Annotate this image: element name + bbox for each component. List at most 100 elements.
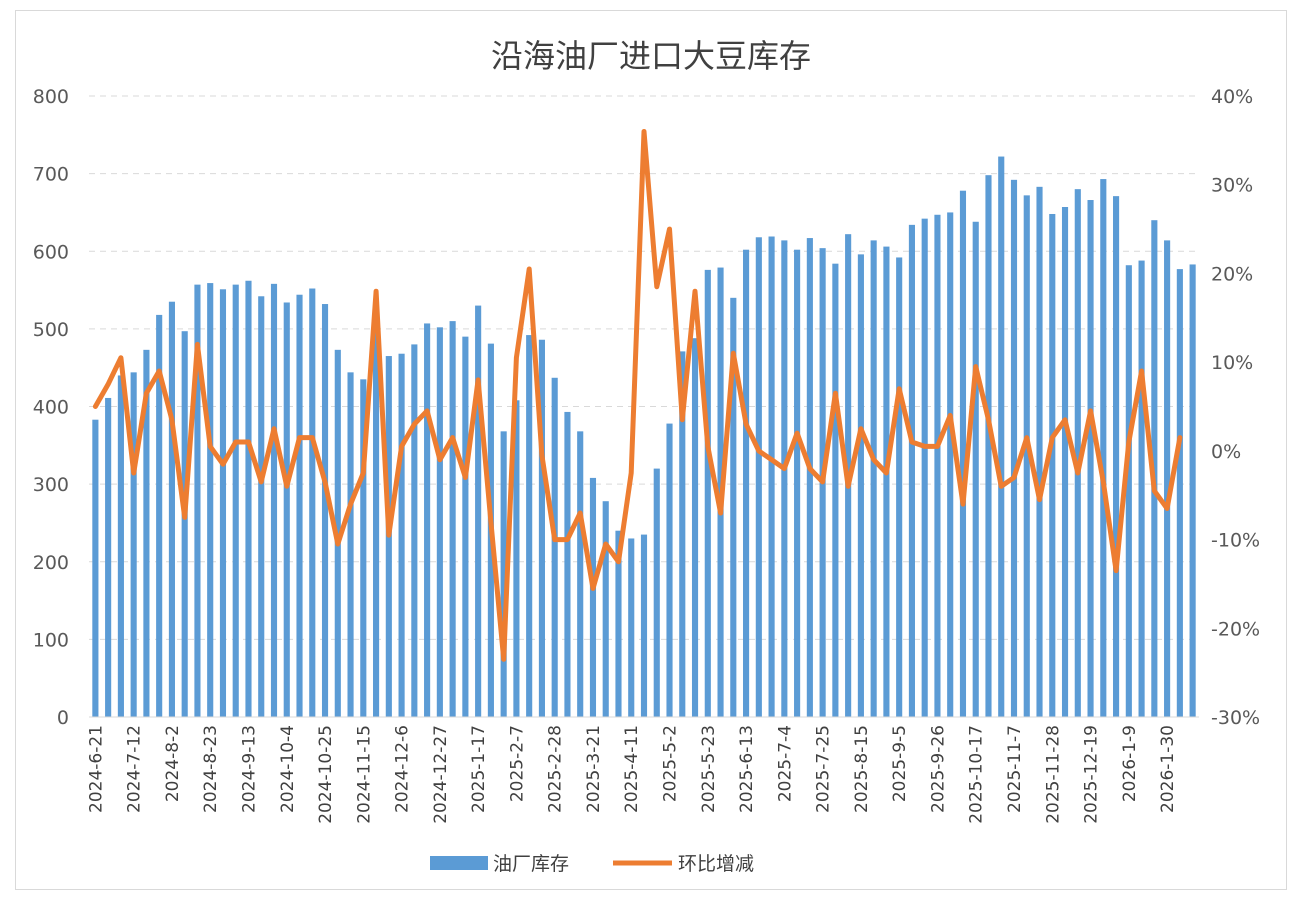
- x-tick-label: 2025-5-23: [699, 725, 719, 813]
- x-tick-label: 2025-3-21: [584, 725, 604, 813]
- left-tick-label: 400: [33, 397, 69, 419]
- bar: [1113, 196, 1120, 718]
- x-tick-label: 2025-11-28: [1043, 725, 1063, 824]
- bar: [730, 297, 737, 717]
- bar: [615, 530, 622, 717]
- bar: [1138, 260, 1145, 717]
- bar: [219, 289, 227, 717]
- bar: [628, 538, 635, 717]
- bar: [1061, 207, 1069, 717]
- bar: [998, 156, 1005, 718]
- bar: [564, 411, 571, 717]
- bar: [1164, 240, 1171, 717]
- bar: [896, 257, 903, 717]
- bar: [679, 351, 686, 717]
- bar: [538, 339, 545, 717]
- bar: [602, 501, 609, 717]
- bar: [1087, 200, 1094, 717]
- bar: [347, 372, 354, 717]
- bar: [398, 353, 405, 717]
- bar: [117, 375, 124, 717]
- bar: [653, 468, 660, 717]
- x-tick-label: 2025-4-11: [622, 725, 642, 813]
- bar: [181, 331, 188, 717]
- bar: [92, 419, 99, 717]
- chart-title: 沿海油厂进口大豆库存: [491, 37, 811, 75]
- x-tick-label: 2025-11-7: [1005, 725, 1025, 813]
- bar: [640, 534, 648, 717]
- bar: [105, 397, 112, 717]
- bar: [666, 423, 673, 717]
- left-tick-label: 700: [33, 164, 69, 186]
- bar: [870, 240, 877, 717]
- bar: [1189, 264, 1196, 717]
- left-tick-label: 800: [33, 86, 69, 108]
- x-tick-label: 2025-7-4: [775, 725, 795, 802]
- right-tick-label: -10%: [1211, 530, 1260, 552]
- x-tick-label: 2024-7-12: [125, 725, 145, 813]
- bar: [207, 283, 214, 717]
- bar: [704, 269, 711, 717]
- x-tick-label: 2024-6-21: [86, 725, 106, 813]
- chart-frame: 沿海油厂进口大豆库存 0 100 200 300 400 500 600 700 800 -30…: [15, 10, 1287, 890]
- bar: [589, 477, 597, 717]
- x-tick-label: 2025-2-28: [546, 725, 566, 813]
- right-tick-label: -20%: [1211, 618, 1260, 640]
- bar: [449, 321, 456, 717]
- bar: [794, 249, 801, 717]
- bar: [781, 240, 788, 717]
- right-tick-label: 40%: [1211, 86, 1253, 108]
- bar: [934, 214, 941, 718]
- bar: [1036, 186, 1043, 718]
- bar: [1049, 213, 1056, 718]
- bar: [551, 377, 558, 717]
- bar: [947, 212, 954, 717]
- bar: [270, 283, 278, 717]
- left-tick-label: 100: [33, 629, 69, 651]
- x-tick-label: 2025-8-15: [852, 725, 872, 813]
- x-tick-label: 2026-1-30: [1158, 725, 1178, 813]
- bar: [972, 221, 979, 717]
- right-axis-ticks: -30% -20% -10% 0% 10% 20% 30% 40%: [1211, 86, 1260, 729]
- bar: [194, 284, 201, 717]
- bar: [411, 344, 418, 717]
- bar: [1100, 179, 1107, 718]
- x-tick-label: 2025-7-25: [814, 725, 834, 813]
- x-tick-label: 2024-11-15: [354, 725, 374, 824]
- x-tick-label: 2026-1-9: [1120, 725, 1140, 802]
- bar: [360, 379, 367, 717]
- line-series: [92, 129, 1183, 662]
- bar: [373, 324, 380, 717]
- bar: [283, 302, 290, 717]
- x-tick-label: 2024-9-13: [239, 725, 259, 813]
- bar-series: [92, 156, 1196, 718]
- bar: [500, 431, 507, 717]
- bar: [832, 263, 839, 717]
- x-tick-label: 2025-5-2: [661, 725, 681, 802]
- bar: [883, 246, 890, 717]
- left-tick-label: 300: [33, 474, 69, 496]
- x-tick-label: 2025-6-13: [737, 725, 757, 813]
- bar: [1074, 189, 1081, 717]
- x-tick-label: 2025-2-7: [507, 725, 527, 802]
- left-axis-ticks: 0 100 200 300 400 500 600 700 800: [33, 86, 69, 729]
- x-tick-label: 2025-9-26: [928, 725, 948, 813]
- bar: [755, 237, 762, 717]
- bar: [985, 175, 992, 718]
- bar: [232, 284, 239, 717]
- x-tick-label: 2024-8-23: [201, 725, 221, 813]
- bar: [743, 249, 750, 717]
- bar: [921, 218, 928, 717]
- legend: 油厂库存 环比增减: [430, 853, 754, 875]
- x-tick-label: 2025-10-17: [967, 725, 987, 824]
- bar: [462, 336, 469, 717]
- bar: [296, 294, 303, 717]
- bar: [1176, 269, 1183, 717]
- x-tick-label: 2025-9-5: [890, 725, 910, 802]
- bar: [436, 327, 443, 717]
- right-tick-label: 30%: [1211, 175, 1253, 197]
- bar: [513, 400, 520, 717]
- left-tick-label: 500: [33, 319, 69, 341]
- left-tick-label: 0: [57, 707, 69, 729]
- x-tick-label: 2025-12-19: [1082, 725, 1102, 824]
